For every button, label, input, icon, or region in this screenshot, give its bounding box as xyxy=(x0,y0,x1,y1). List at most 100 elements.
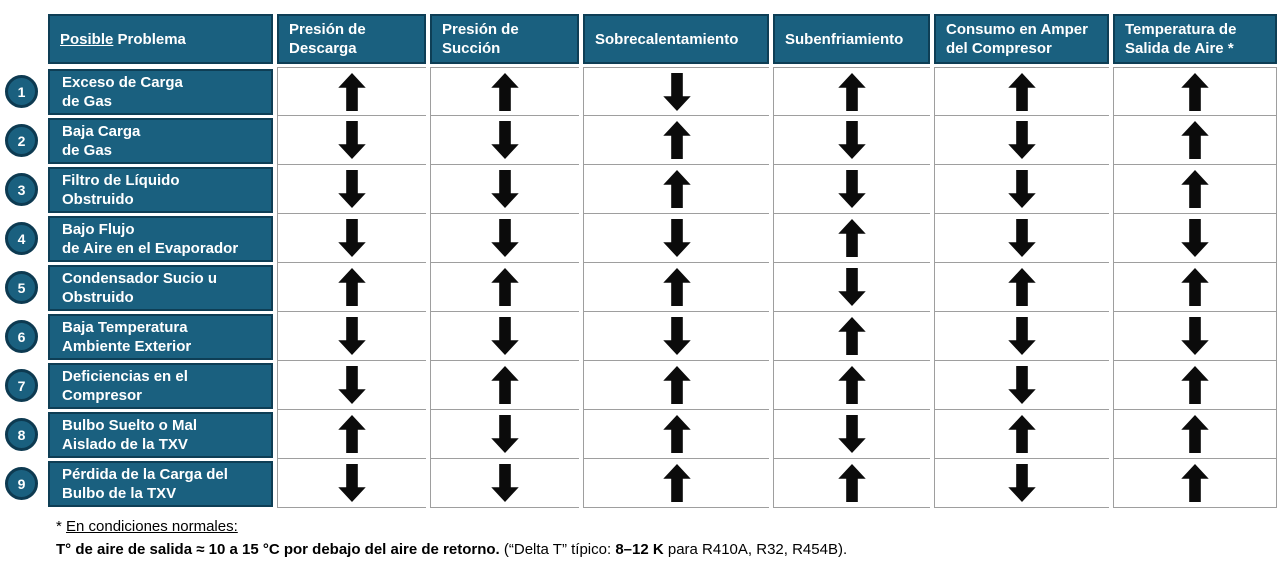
up-arrow-icon xyxy=(1181,121,1209,159)
arrow-cell xyxy=(277,116,426,165)
arrow-cell xyxy=(934,116,1109,165)
arrow-cell xyxy=(934,67,1109,116)
row-label: Baja Carga de Gas xyxy=(48,117,273,164)
arrow-cell xyxy=(773,312,930,361)
down-arrow-icon xyxy=(838,170,866,208)
up-arrow-icon xyxy=(838,219,866,257)
arrow-cell xyxy=(773,263,930,312)
down-arrow-icon xyxy=(491,464,519,502)
up-arrow-icon xyxy=(662,366,691,404)
up-arrow-icon xyxy=(1181,415,1209,453)
row-number-badge: 7 xyxy=(5,369,38,402)
down-arrow-icon xyxy=(1008,121,1036,159)
down-arrow-icon xyxy=(662,72,691,111)
arrow-cell xyxy=(934,263,1109,312)
arrow-cell xyxy=(583,165,769,214)
arrow-cell xyxy=(773,214,930,263)
arrow-cell xyxy=(1113,361,1277,410)
arrow-cell xyxy=(277,67,426,116)
row-number-badge: 4 xyxy=(5,222,38,255)
row-label: Deficiencias en el Compresor xyxy=(48,362,273,409)
troubleshooting-matrix: Posible Problema Presión de Descarga Pres… xyxy=(48,14,1277,508)
down-arrow-icon xyxy=(838,415,866,453)
arrow-cell xyxy=(430,459,579,508)
arrow-cell xyxy=(934,165,1109,214)
up-arrow-icon xyxy=(1181,268,1209,306)
up-arrow-icon xyxy=(491,366,519,404)
footnote: * En condiciones normales: T° de aire de… xyxy=(56,515,847,561)
arrow-cell xyxy=(934,459,1109,508)
arrow-cell xyxy=(773,410,930,459)
up-arrow-icon xyxy=(1008,268,1036,306)
arrow-cell xyxy=(430,361,579,410)
footnote-bold-text-1: T° de aire de salida ≈ 10 a 15 °C por de… xyxy=(56,541,500,558)
down-arrow-icon xyxy=(491,170,519,208)
footnote-line-1: * En condiciones normales: xyxy=(56,515,847,538)
arrow-cell xyxy=(277,263,426,312)
arrow-cell xyxy=(430,165,579,214)
down-arrow-icon xyxy=(338,366,366,404)
arrow-cell xyxy=(1113,312,1277,361)
arrow-cell xyxy=(583,459,769,508)
arrow-cell xyxy=(934,214,1109,263)
row-label: Filtro de Líquido Obstruido xyxy=(48,166,273,213)
arrow-cell xyxy=(583,214,769,263)
arrow-cell xyxy=(277,214,426,263)
arrow-cell xyxy=(430,214,579,263)
arrow-cell xyxy=(277,165,426,214)
row-number-badge: 5 xyxy=(5,271,38,304)
up-arrow-icon xyxy=(662,268,691,306)
up-arrow-icon xyxy=(338,415,366,453)
problem-header-rest-text: Problema xyxy=(113,30,186,48)
arrow-cell xyxy=(1113,116,1277,165)
up-arrow-icon xyxy=(662,464,691,502)
down-arrow-icon xyxy=(491,219,519,257)
down-arrow-icon xyxy=(338,170,366,208)
column-header: Consumo en Amper del Compresor xyxy=(934,14,1109,64)
down-arrow-icon xyxy=(1181,219,1209,257)
arrow-cell xyxy=(773,116,930,165)
up-arrow-icon xyxy=(838,366,866,404)
footnote-asterisk: * xyxy=(56,518,67,535)
arrow-cell xyxy=(773,361,930,410)
up-arrow-icon xyxy=(662,170,691,208)
up-arrow-icon xyxy=(1008,72,1036,111)
arrow-cell xyxy=(1113,410,1277,459)
down-arrow-icon xyxy=(338,121,366,159)
down-arrow-icon xyxy=(338,317,366,355)
footnote-underlined-text: En condiciones normales: xyxy=(66,518,238,535)
arrow-cell xyxy=(934,410,1109,459)
row-label: Baja Temperatura Ambiente Exterior xyxy=(48,313,273,360)
arrow-cell xyxy=(583,312,769,361)
arrow-cell xyxy=(430,312,579,361)
arrow-cell xyxy=(1113,165,1277,214)
row-number-badge: 1 xyxy=(5,75,38,108)
column-header: Subenfriamiento xyxy=(773,14,930,64)
up-arrow-icon xyxy=(662,415,691,453)
up-arrow-icon xyxy=(1181,464,1209,502)
arrow-cell xyxy=(773,459,930,508)
down-arrow-icon xyxy=(338,219,366,257)
arrow-cell xyxy=(934,312,1109,361)
down-arrow-icon xyxy=(1181,317,1209,355)
column-header: Temperatura de Salida de Aire * xyxy=(1113,14,1277,64)
arrow-cell xyxy=(277,459,426,508)
arrow-cell xyxy=(277,361,426,410)
arrow-cell xyxy=(1113,459,1277,508)
arrow-cell xyxy=(430,67,579,116)
row-number-badge: 9 xyxy=(5,467,38,500)
down-arrow-icon xyxy=(491,317,519,355)
down-arrow-icon xyxy=(662,317,691,355)
row-number-badge: 6 xyxy=(5,320,38,353)
arrow-cell xyxy=(583,67,769,116)
down-arrow-icon xyxy=(1008,219,1036,257)
arrow-cell xyxy=(430,116,579,165)
arrow-cell xyxy=(583,361,769,410)
row-label: Exceso de Carga de Gas xyxy=(48,68,273,115)
problem-header-underlined-text: Posible xyxy=(60,30,114,48)
arrow-cell xyxy=(1113,263,1277,312)
row-label: Pérdida de la Carga del Bulbo de la TXV xyxy=(48,460,273,507)
row-number-badge: 8 xyxy=(5,418,38,451)
up-arrow-icon xyxy=(491,72,519,111)
